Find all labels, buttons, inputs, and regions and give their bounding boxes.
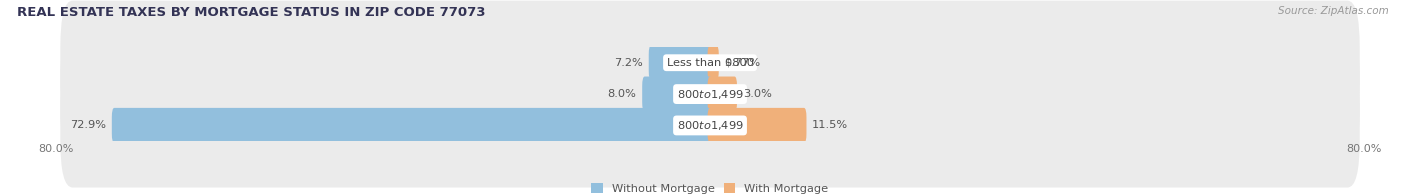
FancyBboxPatch shape (707, 45, 718, 80)
Text: Source: ZipAtlas.com: Source: ZipAtlas.com (1278, 6, 1389, 16)
FancyBboxPatch shape (60, 32, 1360, 156)
Text: $800 to $1,499: $800 to $1,499 (676, 119, 744, 132)
Text: $800 to $1,499: $800 to $1,499 (676, 88, 744, 101)
FancyBboxPatch shape (648, 45, 713, 80)
Text: 8.0%: 8.0% (607, 89, 637, 99)
FancyBboxPatch shape (60, 63, 1360, 188)
Text: 3.0%: 3.0% (742, 89, 772, 99)
FancyBboxPatch shape (707, 108, 807, 143)
FancyBboxPatch shape (707, 76, 737, 112)
Text: Less than $800: Less than $800 (666, 58, 754, 68)
Text: 7.2%: 7.2% (614, 58, 643, 68)
Legend: Without Mortgage, With Mortgage: Without Mortgage, With Mortgage (592, 183, 828, 194)
Text: 11.5%: 11.5% (813, 120, 848, 131)
FancyBboxPatch shape (643, 76, 713, 112)
Text: REAL ESTATE TAXES BY MORTGAGE STATUS IN ZIP CODE 77073: REAL ESTATE TAXES BY MORTGAGE STATUS IN … (17, 6, 485, 19)
Text: 0.77%: 0.77% (724, 58, 761, 68)
Text: 72.9%: 72.9% (70, 120, 105, 131)
FancyBboxPatch shape (60, 1, 1360, 125)
FancyBboxPatch shape (112, 108, 713, 143)
